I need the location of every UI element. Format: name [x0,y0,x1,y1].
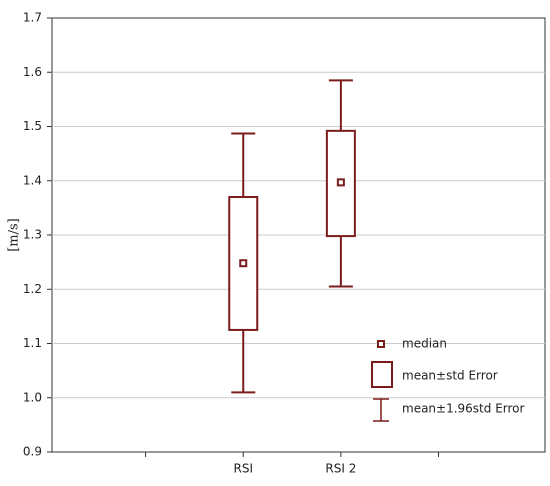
median-point [336,178,345,187]
legend-label: median [402,337,447,351]
y-tick-label: 1.6 [23,65,42,79]
y-tick-label: 1.4 [23,173,42,187]
legend-label: mean±std Error [402,369,498,383]
legend-box-icon [371,361,393,388]
legend-label: mean±1.96std Error [402,402,525,416]
y-tick-label: 0.9 [23,445,42,459]
median-point [239,259,248,268]
y-tick-label: 1.1 [23,336,42,350]
y-axis-label: [m/s] [7,218,22,252]
x-tick-label: RSI 2 [325,462,356,476]
y-tick-label: 1.3 [23,228,42,242]
y-tick-label: 1.7 [23,11,42,25]
y-tick-label: 1.5 [23,119,42,133]
y-tick-label: 1.2 [23,282,42,296]
x-tick-label: RSI [233,462,253,476]
legend-median-icon [377,340,385,348]
y-tick-label: 1.0 [23,390,42,404]
